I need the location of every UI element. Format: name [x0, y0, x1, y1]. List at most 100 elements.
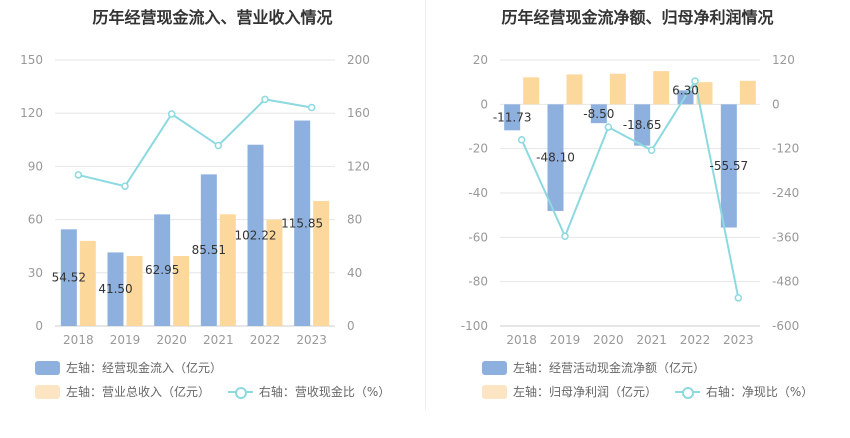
bar-primary	[294, 120, 311, 327]
y-right-tick-label: -120	[772, 142, 799, 156]
chart-title: 历年经营现金流净额、归母净利润情况	[501, 8, 774, 27]
x-tick-label: 2022	[680, 333, 711, 347]
y-right-tick-label: -480	[772, 275, 799, 289]
y-left-tick-label: -80	[468, 275, 488, 289]
legend-label: 右轴：净现比（%）	[705, 385, 814, 399]
legend-swatch-bar	[35, 384, 60, 399]
chart-panel-cash-inflow: 历年经营现金流入、营业收入情况 0 30 60 90 120 150 0 40 80 120 160…	[20, 8, 404, 402]
y-right-tick-label: 80	[347, 213, 362, 227]
legend-swatch-bar	[35, 360, 60, 375]
bar-data-label: -18.65	[623, 118, 662, 132]
y-left-tick-label: 150	[20, 53, 43, 67]
bar-data-label: -8.50	[583, 107, 614, 121]
y-right-tick-label: 120	[347, 159, 370, 173]
legend: 左轴：经营现金流入（亿元）	[35, 359, 236, 378]
y-right-tick-label: -240	[772, 186, 799, 200]
bar-primary	[720, 104, 737, 228]
legend-label: 右轴：营收现金比（%）	[258, 385, 391, 399]
bar-primary	[107, 252, 124, 326]
chart-plot-area: -100 -80 -60 -40 -20 0 20 -600 -480 -360 -240 -120 0…	[461, 53, 799, 347]
ratio-point	[214, 141, 223, 150]
bar-primary	[590, 104, 607, 124]
y-right-tick-label: -600	[772, 319, 799, 333]
bar-secondary	[266, 219, 283, 326]
bar-data-label: 115.85	[281, 216, 323, 230]
bar-data-label: -11.73	[493, 110, 532, 124]
ratio-line	[520, 78, 740, 299]
legend-item-net-profit[interactable]: 左轴：归母净利润（亿元）	[482, 383, 657, 400]
x-tick-label: 2023	[296, 333, 327, 347]
x-tick-label: 2022	[250, 333, 281, 347]
panel-divider	[425, 0, 426, 410]
legend-swatch-line	[674, 385, 700, 399]
legend-item-net-cash[interactable]: 左轴：经营活动现金流净额（亿元）	[482, 359, 705, 376]
x-tick-label: 2021	[203, 333, 234, 347]
legend: 左轴：归母净利润（亿元） 右轴：净现比（%）	[482, 383, 827, 402]
bar-data-label: 62.95	[145, 263, 179, 277]
y-right-tick-label: 0	[772, 97, 780, 111]
x-tick-label: 2020	[593, 333, 624, 347]
ratio-point	[307, 103, 316, 112]
legend-item-revenue[interactable]: 左轴：营业总收入（亿元）	[35, 383, 210, 400]
legend-item-net-ratio[interactable]: 右轴：净现比（%）	[674, 383, 814, 400]
y-left-tick-label: 90	[28, 159, 43, 173]
ratio-line	[78, 98, 312, 188]
y-right-tick-label: 40	[347, 266, 362, 280]
y-right-tick-label: 0	[347, 319, 355, 333]
ratio-point	[604, 123, 613, 131]
bar-secondary	[523, 77, 540, 105]
y-left-tick-label: -40	[468, 186, 488, 200]
bar-data-label: -48.10	[536, 151, 575, 165]
bar-secondary	[653, 71, 670, 105]
chart-panel-net-cash: 历年经营现金流净额、归母净利润情况 -100 -80 -60 -40 -20 0 20 -60…	[425, 0, 850, 438]
x-tick-label: 2019	[110, 333, 141, 347]
y-left-tick-label: 30	[28, 266, 43, 280]
bar-secondary	[566, 74, 583, 105]
bar-data-label: 54.52	[52, 271, 86, 285]
legend-item-ratio[interactable]: 右轴：营收现金比（%）	[227, 383, 391, 400]
y-left-tick-label: 0	[35, 319, 43, 333]
legend-swatch-bar	[482, 360, 507, 375]
legend-item-cash-inflow[interactable]: 左轴：经营现金流入（亿元）	[35, 359, 222, 376]
legend-label: 左轴：归母净利润（亿元）	[513, 385, 658, 399]
x-tick-label: 2018	[63, 333, 94, 347]
legend-label: 左轴：营业总收入（亿元）	[66, 385, 211, 399]
ratio-point	[74, 171, 83, 179]
bar-primary	[247, 144, 264, 326]
bar-secondary	[609, 73, 626, 105]
x-tick-label: 2019	[550, 333, 581, 347]
legend: 左轴：营业总收入（亿元） 右轴：营收现金比（%）	[35, 383, 404, 402]
y-left-tick-label: 0	[480, 97, 488, 111]
legend-swatch-bar	[482, 384, 507, 399]
chart-plot-area: 0 30 60 90 120 150 0 40 80 120 160 200 2018 2019 2020 2…	[20, 53, 370, 347]
bar-primary	[60, 229, 77, 326]
y-left-tick-label: 60	[28, 213, 43, 227]
bar-data-label: 85.51	[192, 243, 226, 257]
y-left-tick-label: -20	[468, 142, 488, 156]
bar-primary	[634, 104, 651, 146]
chart-title: 历年经营现金流入、营业收入情况	[92, 8, 333, 27]
ratio-point	[691, 77, 699, 85]
bar-primary	[200, 174, 217, 326]
y-left-tick-label: -100	[461, 319, 488, 333]
x-tick-label: 2021	[636, 333, 667, 347]
legend-label: 左轴：经营活动现金流净额（亿元）	[513, 361, 706, 375]
bar-primary	[547, 104, 564, 211]
x-tick-label: 2020	[156, 333, 187, 347]
legend: 左轴：经营活动现金流净额（亿元）	[482, 359, 719, 378]
bar-data-label: 6.30	[672, 83, 699, 97]
bar-data-label: 41.50	[98, 282, 132, 296]
bar-secondary	[739, 80, 756, 105]
legend-label: 左轴：经营现金流入（亿元）	[66, 361, 223, 375]
y-left-tick-label: 120	[20, 106, 43, 120]
bar-secondary	[696, 82, 713, 105]
y-right-tick-label: 120	[772, 53, 795, 67]
x-tick-label: 2018	[506, 333, 537, 347]
y-left-tick-label: 20	[473, 53, 488, 67]
bar-secondary	[79, 240, 96, 326]
bar-secondary	[219, 214, 236, 326]
y-right-tick-label: 200	[347, 53, 370, 67]
bar-primary	[154, 214, 171, 326]
ratio-point	[261, 95, 269, 104]
ratio-point	[167, 110, 176, 118]
